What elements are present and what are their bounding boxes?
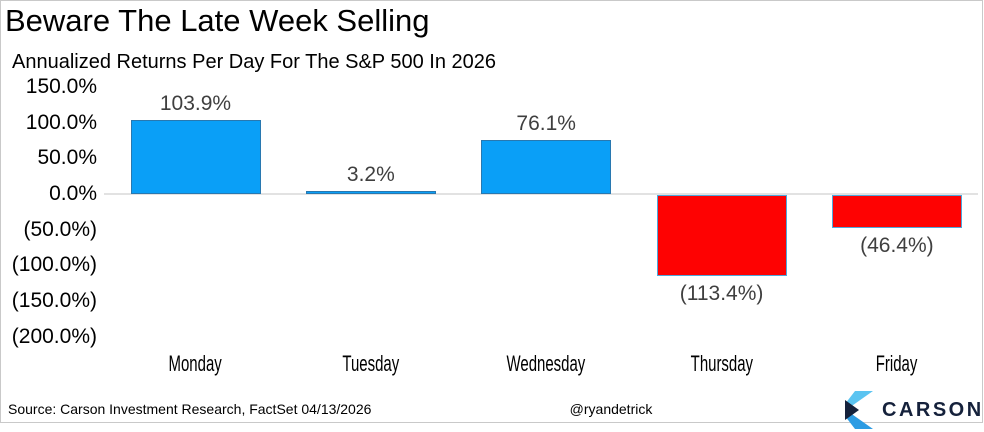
logo-triangle-navy (845, 400, 859, 420)
y-axis-tick-label: (100.0%) (11, 253, 97, 277)
bar-thursday (656, 195, 787, 276)
carson-logo-icon (845, 391, 873, 429)
x-axis-label-text: Tuesday (342, 351, 400, 376)
y-axis-tick-label: 50.0% (37, 146, 97, 170)
chart-title: Beware The Late Week Selling (5, 3, 430, 38)
bar-monday (130, 119, 261, 194)
x-axis-label-text: Thursday (690, 351, 753, 376)
zero-axis-line (104, 193, 978, 195)
value-label-thursday: (113.4%) (679, 281, 764, 305)
bar-friday (831, 195, 962, 229)
y-axis-tick-label: 0.0% (49, 182, 97, 205)
value-label-friday: (46.4%) (860, 234, 934, 258)
x-axis-label-text: Monday (168, 351, 223, 376)
x-axis-label-wednesday: Wednesday (458, 351, 634, 377)
twitter-handle: @ryandetrick (569, 401, 653, 417)
value-label-monday: 103.9% (159, 91, 232, 115)
x-axis-label-thursday: Thursday (634, 351, 810, 377)
x-axis-label-friday: Friday (809, 351, 984, 377)
bar-tuesday (305, 191, 436, 194)
y-axis-tick-label: 150.0% (25, 74, 97, 98)
source-text: Source: Carson Investment Research, Fact… (8, 401, 372, 417)
x-axis-label-monday: Monday (108, 351, 284, 377)
bar-wednesday (481, 139, 612, 194)
value-label-wednesday: 76.1% (516, 111, 576, 135)
y-axis-tick-label: (150.0%) (11, 289, 97, 313)
chart-subtitle: Annualized Returns Per Day For The S&P 5… (12, 51, 496, 73)
y-axis-tick-label: 100.0% (25, 110, 97, 134)
y-axis-tick-label: (50.0%) (23, 217, 97, 241)
x-axis-label-tuesday: Tuesday (283, 351, 459, 377)
y-axis-tick-label: (200.0%) (11, 324, 97, 348)
x-axis-label-text: Friday (876, 351, 918, 376)
carson-logo-text: CARSON (882, 398, 984, 421)
value-label-tuesday: 3.2% (346, 163, 395, 186)
carson-logo: CARSON (843, 391, 984, 429)
x-axis-label-text: Wednesday (506, 351, 586, 376)
